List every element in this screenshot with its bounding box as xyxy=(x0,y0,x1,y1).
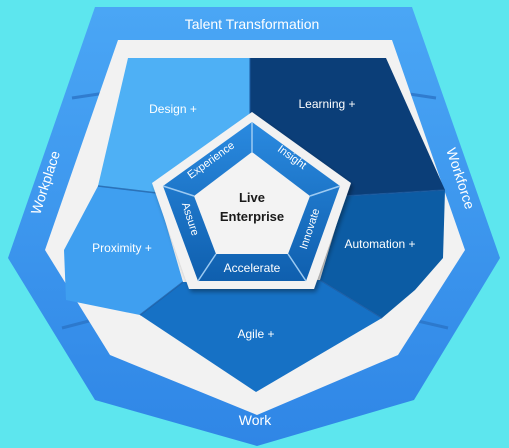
outer-label-top: Talent Transformation xyxy=(185,16,320,32)
segment-label-learning: Learning + xyxy=(298,97,355,111)
inner-ring-dividers xyxy=(162,122,341,282)
segment-automation xyxy=(320,190,445,318)
segment-agile xyxy=(140,280,382,392)
center-title-line1: Live xyxy=(239,190,265,205)
center-pentagon xyxy=(194,152,310,254)
inner-label-accelerate: Accelerate xyxy=(224,261,281,275)
segment-label-proximity: Proximity + xyxy=(92,241,152,255)
segment-label-agile: Agile + xyxy=(237,327,274,341)
segment-proximity xyxy=(64,186,183,315)
outer-label-bottom: Work xyxy=(239,412,272,428)
segment-label-design: Design + xyxy=(149,102,197,116)
center-title-line2: Enterprise xyxy=(220,209,284,224)
segment-label-automation: Automation + xyxy=(344,237,415,251)
